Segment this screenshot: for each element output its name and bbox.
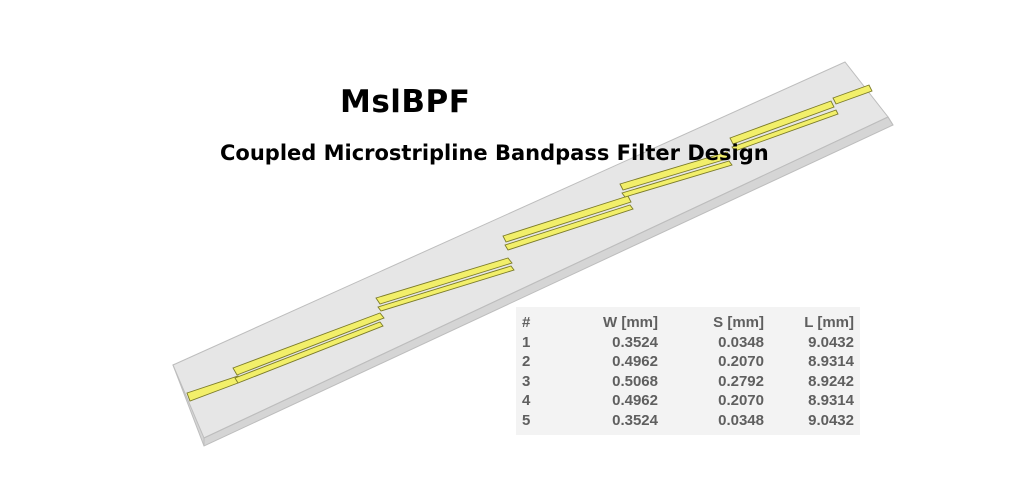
cell-index: 1 bbox=[522, 333, 531, 351]
table-row: 3 0.5068 0.2792 8.9242 bbox=[522, 372, 854, 392]
cell-width: 0.4962 bbox=[612, 392, 658, 409]
table-row: 4 0.4962 0.2070 8.9314 bbox=[522, 391, 854, 411]
cell-length: 8.9242 bbox=[808, 372, 854, 390]
cell-length: 9.0432 bbox=[808, 333, 854, 351]
cell-spacing: 0.0348 bbox=[718, 411, 764, 429]
substrate-front-edge bbox=[203, 116, 889, 439]
table-row: 2 0.4962 0.2070 8.9314 bbox=[522, 352, 854, 372]
cell-width: 0.5068 bbox=[612, 372, 658, 390]
cell-index: 5 bbox=[522, 411, 531, 429]
resonator-4b bbox=[621, 160, 733, 198]
cell-length: 8.9314 bbox=[808, 392, 854, 409]
cell-spacing: 0.2070 bbox=[718, 392, 764, 409]
resonator-3a bbox=[502, 195, 632, 243]
dimensions-table-panel: # W [mm] S [mm] L [mm] 1 0.3524 0.0348 9… bbox=[516, 307, 860, 435]
resonator-4a bbox=[619, 151, 731, 191]
cell-spacing: 0.0348 bbox=[718, 333, 764, 351]
cell-spacing: 0.2070 bbox=[718, 353, 764, 370]
page-title: MslBPF bbox=[340, 84, 471, 120]
resonator-2a bbox=[375, 257, 513, 305]
resonator-1b bbox=[234, 321, 384, 384]
resonator-1a bbox=[232, 312, 385, 376]
cell-width: 0.3524 bbox=[612, 411, 658, 429]
page-subtitle: Coupled Microstripline Bandpass Filter D… bbox=[220, 141, 769, 165]
column-header-index: # bbox=[522, 314, 531, 331]
column-header-width: W [mm] bbox=[603, 314, 658, 331]
table-header-row: # W [mm] S [mm] L [mm] bbox=[522, 313, 854, 333]
cell-length: 9.0432 bbox=[808, 411, 854, 429]
resonator-3b bbox=[504, 204, 634, 251]
column-header-spacing: S [mm] bbox=[713, 314, 764, 331]
dimensions-table: # W [mm] S [mm] L [mm] 1 0.3524 0.0348 9… bbox=[522, 313, 854, 430]
microstrip-lines bbox=[186, 84, 873, 402]
cell-index: 3 bbox=[522, 372, 531, 390]
output-feed-line bbox=[832, 84, 873, 105]
resonator-5b bbox=[731, 109, 839, 152]
substrate-corner-edge bbox=[887, 116, 894, 126]
cell-length: 8.9314 bbox=[808, 353, 854, 370]
resonator-5a bbox=[729, 100, 835, 145]
resonator-2b bbox=[377, 265, 515, 312]
cell-index: 2 bbox=[522, 353, 531, 370]
cell-width: 0.4962 bbox=[612, 353, 658, 370]
column-header-length: L [mm] bbox=[804, 314, 854, 331]
cell-spacing: 0.2792 bbox=[718, 372, 764, 390]
cell-index: 4 bbox=[522, 392, 531, 409]
table-row: 1 0.3524 0.0348 9.0432 bbox=[522, 333, 854, 353]
table-row: 5 0.3524 0.0348 9.0432 bbox=[522, 411, 854, 431]
cell-width: 0.3524 bbox=[612, 333, 658, 351]
